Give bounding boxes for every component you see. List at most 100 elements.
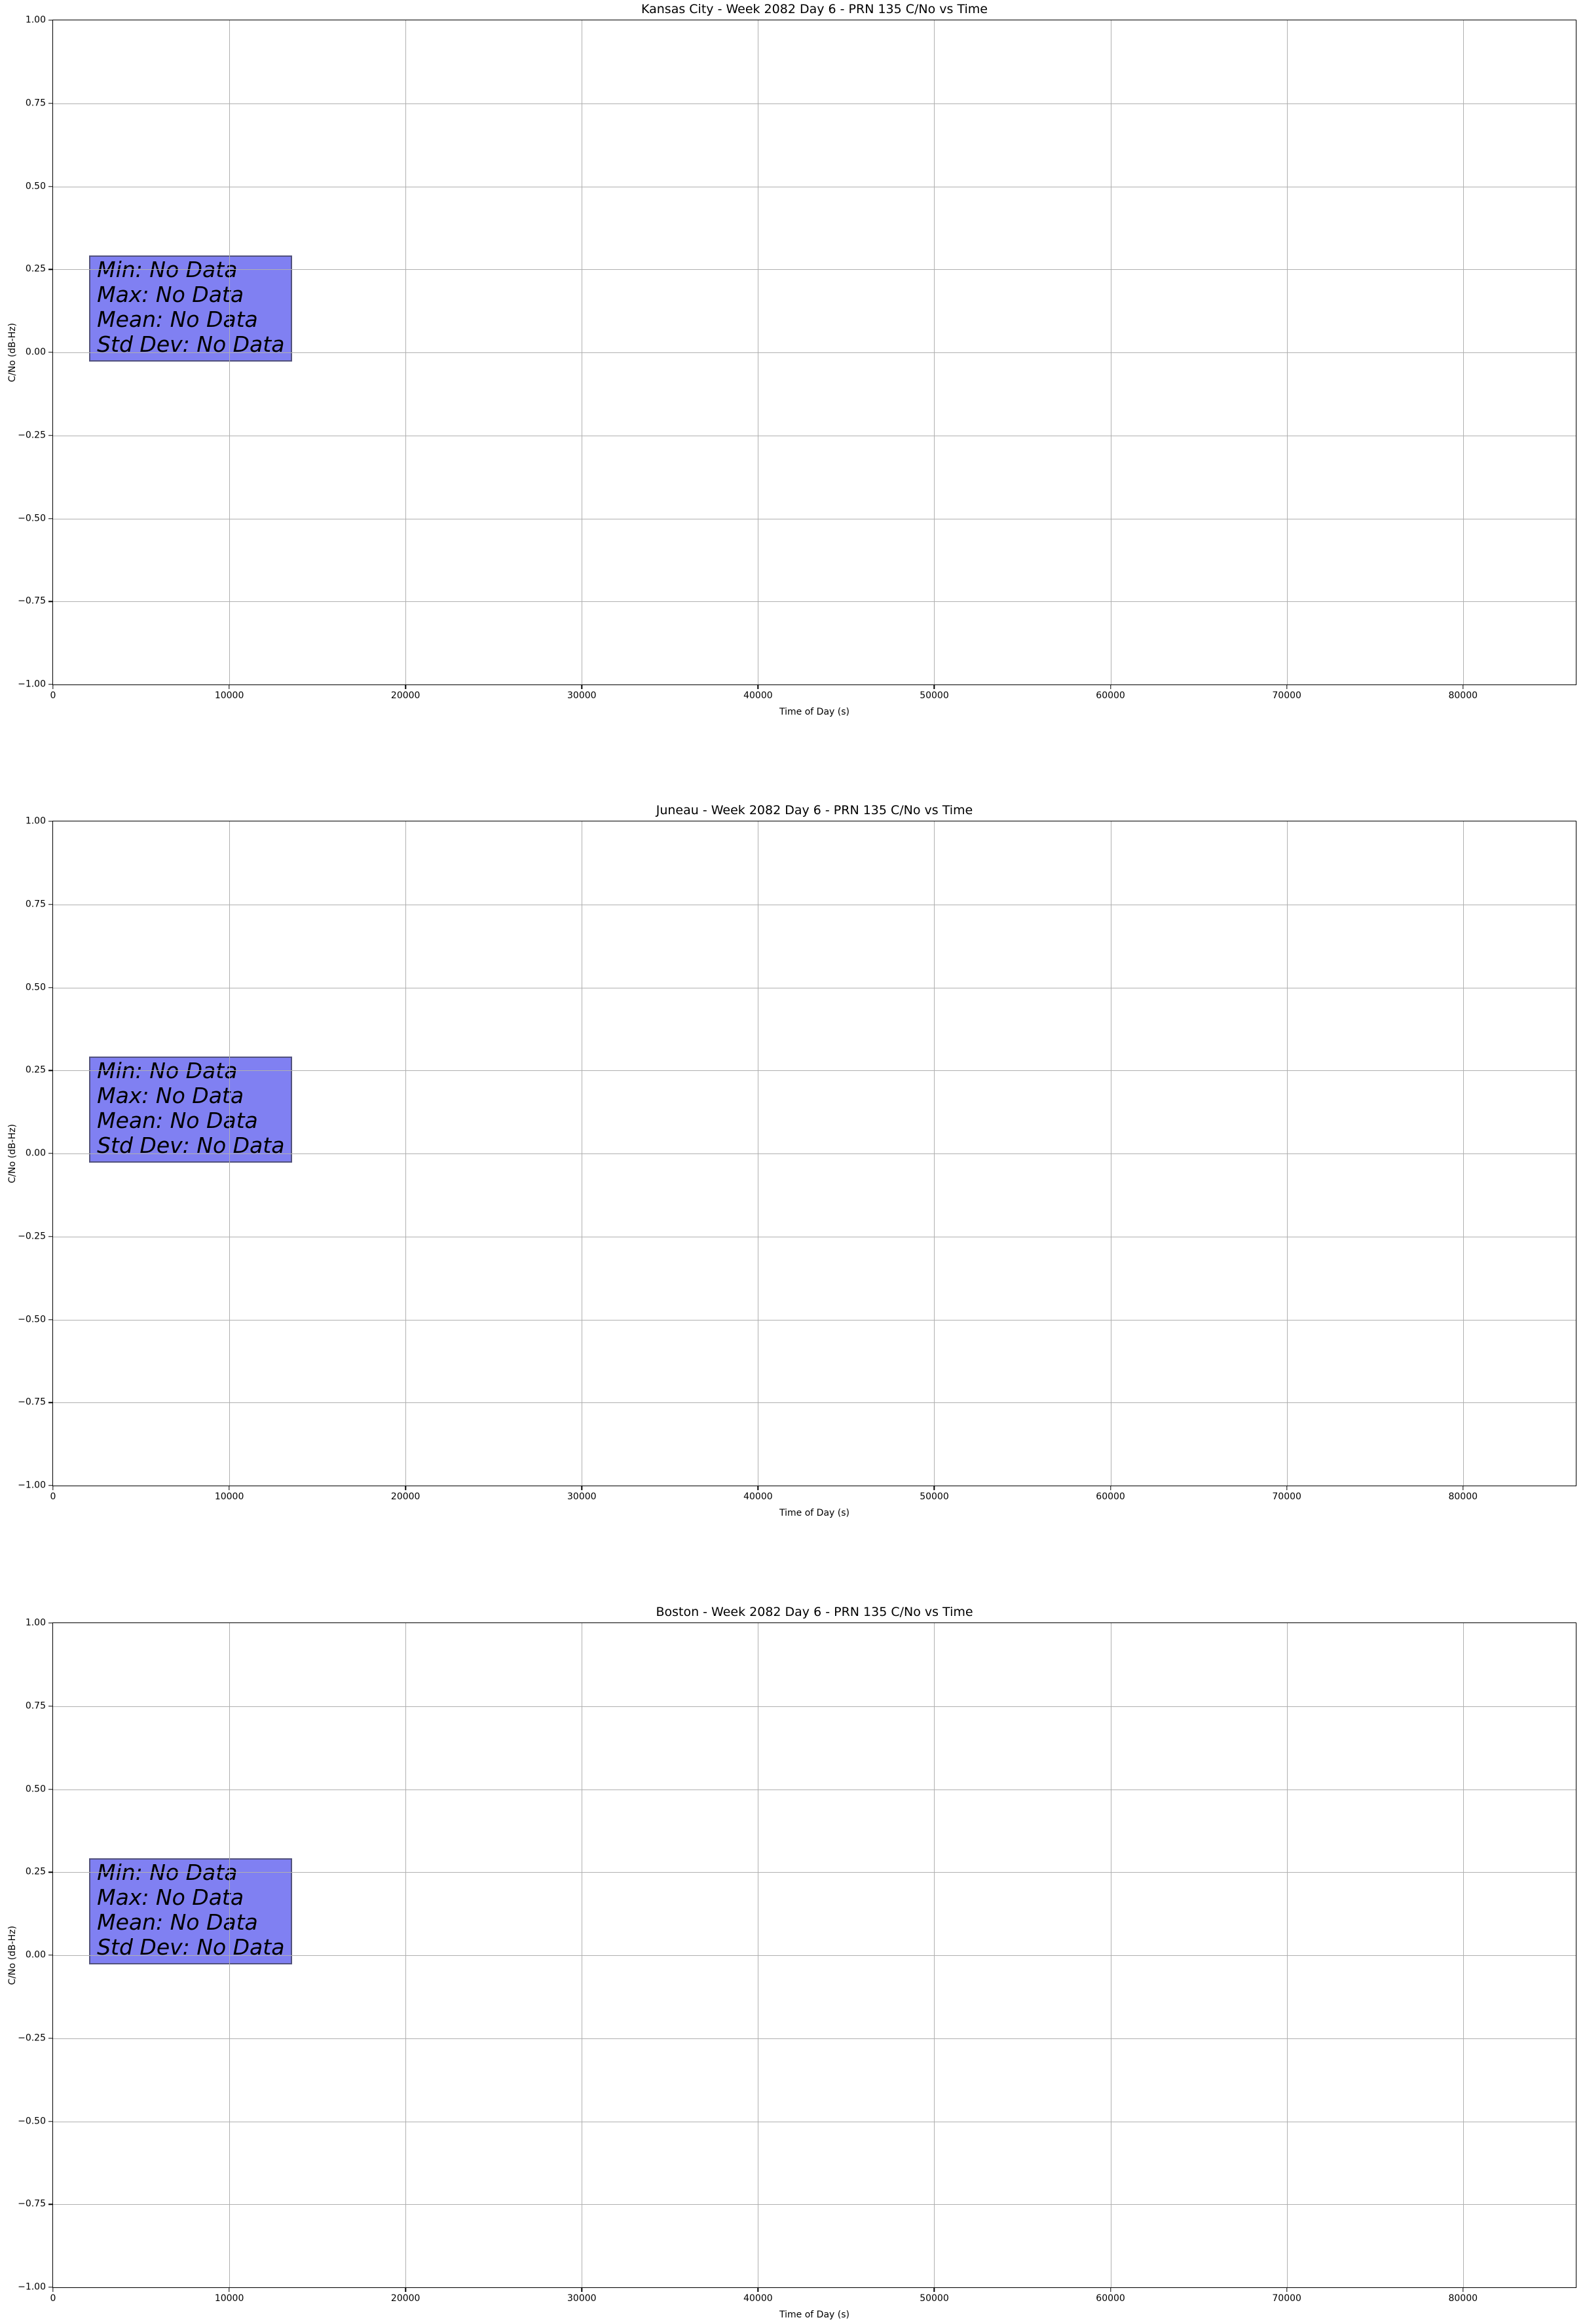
x-tick-label: 60000 — [1096, 690, 1125, 701]
y-tick-label: 0.50 — [25, 1784, 46, 1794]
stats-annotation-box: Min: No Data Max: No Data Mean: No Data Std… — [89, 1858, 293, 1964]
y-tick-label: −0.75 — [18, 2198, 46, 2209]
y-tick-mark — [48, 185, 53, 187]
y-tick-label: −1.00 — [18, 2281, 46, 2293]
y-tick-label: −0.75 — [18, 1396, 46, 1408]
x-tick-label: 70000 — [1272, 1491, 1301, 1502]
y-tick-mark — [48, 1788, 53, 1790]
y-tick-mark — [48, 1622, 53, 1624]
x-tick-label: 60000 — [1096, 2293, 1125, 2304]
stat-line: Mean: No Data — [97, 1107, 258, 1133]
x-tick-mark — [1110, 1486, 1111, 1490]
x-tick-label: 20000 — [390, 2293, 420, 2304]
stat-line: Max: No Data — [97, 281, 244, 307]
grid-line-horizontal — [53, 2204, 1576, 2205]
x-tick-label: 10000 — [214, 2293, 244, 2304]
grid-line-horizontal — [53, 1153, 1576, 1154]
y-tick-mark — [48, 986, 53, 988]
y-tick-label: −0.50 — [18, 513, 46, 523]
x-tick-mark — [1286, 684, 1288, 689]
y-tick-label: 0.25 — [25, 263, 46, 274]
stat-line: Max: No Data — [97, 1082, 244, 1108]
grid-line-horizontal — [53, 1402, 1576, 1404]
x-tick-mark — [933, 2287, 935, 2292]
y-tick-mark — [48, 1319, 53, 1321]
y-tick-label: 0.00 — [25, 347, 46, 358]
x-tick-label: 70000 — [1272, 2293, 1301, 2304]
x-tick-label: 0 — [50, 2293, 56, 2304]
y-axis-label-wrap: C/No (dB-Hz) — [6, 20, 19, 684]
chart-juneau: Juneau - Week 2082 Day 6 - PRN 135 C/No … — [0, 801, 1585, 1522]
y-tick-mark — [48, 2203, 53, 2205]
y-tick-label: −1.00 — [18, 679, 46, 690]
x-tick-label: 40000 — [743, 1491, 773, 1502]
x-tick-mark — [1286, 1486, 1288, 1490]
y-tick-label: 0.75 — [25, 98, 46, 109]
grid-line-horizontal — [53, 1070, 1576, 1072]
plot-area: C/No (dB-Hz) Time of Day (s) Min: No Dat… — [7, 1618, 1576, 2320]
stat-line: Std Dev: No Data — [97, 1934, 285, 1960]
y-tick-mark — [48, 1236, 53, 1237]
x-tick-label: 60000 — [1096, 1491, 1125, 1502]
x-tick-label: 0 — [50, 690, 56, 701]
stat-line: Mean: No Data — [97, 1909, 258, 1935]
stat-line: Std Dev: No Data — [97, 1132, 285, 1158]
y-axis-label: C/No (dB-Hz) — [7, 1925, 18, 1985]
x-tick-mark — [52, 1486, 54, 1490]
y-tick-mark — [48, 601, 53, 602]
x-axis-label: Time of Day (s) — [779, 707, 849, 717]
stat-line: Max: No Data — [97, 1884, 244, 1910]
chart-title: Kansas City - Week 2082 Day 6 - PRN 135 … — [641, 2, 988, 16]
y-axis-label-wrap: C/No (dB-Hz) — [6, 1623, 19, 2287]
y-tick-label: −0.25 — [18, 2033, 46, 2044]
y-tick-label: 0.00 — [25, 1949, 46, 1960]
y-tick-mark — [48, 517, 53, 519]
x-tick-mark — [52, 2287, 54, 2292]
x-tick-label: 80000 — [1448, 690, 1478, 701]
chart-title: Juneau - Week 2082 Day 6 - PRN 135 C/No … — [656, 803, 973, 817]
y-tick-label: −1.00 — [18, 1480, 46, 1491]
y-tick-label: −0.75 — [18, 595, 46, 607]
x-tick-label: 80000 — [1448, 2293, 1478, 2304]
plot-area: C/No (dB-Hz) Time of Day (s) Min: No Dat… — [7, 15, 1576, 717]
y-tick-label: −0.50 — [18, 2116, 46, 2126]
y-tick-label: 0.75 — [25, 899, 46, 910]
y-tick-label: 1.00 — [25, 14, 46, 26]
x-axis-label: Time of Day (s) — [779, 1508, 849, 1518]
grid-line-horizontal — [53, 601, 1576, 603]
x-tick-label: 50000 — [920, 690, 949, 701]
x-tick-label: 40000 — [743, 2293, 773, 2304]
x-tick-label: 40000 — [743, 690, 773, 701]
stats-annotation-box: Min: No Data Max: No Data Mean: No Data Std… — [89, 1056, 293, 1163]
y-axis-label: C/No (dB-Hz) — [7, 322, 18, 383]
y-tick-mark — [48, 2120, 53, 2122]
y-tick-mark — [48, 1070, 53, 1071]
x-tick-mark — [1110, 684, 1111, 689]
x-tick-mark — [933, 1486, 935, 1490]
y-tick-label: 0.25 — [25, 1064, 46, 1076]
x-tick-mark — [52, 684, 54, 689]
x-tick-label: 70000 — [1272, 690, 1301, 701]
x-tick-label: 20000 — [390, 1491, 420, 1502]
y-tick-mark — [48, 1485, 53, 1486]
grid-line-horizontal — [53, 1955, 1576, 1956]
x-tick-label: 30000 — [567, 1491, 597, 1502]
x-axis-label: Time of Day (s) — [779, 2310, 849, 2320]
stats-annotation-box: Min: No Data Max: No Data Mean: No Data Std… — [89, 255, 293, 362]
grid-line-horizontal — [53, 1706, 1576, 1707]
grid-line-horizontal — [53, 103, 1576, 104]
x-tick-mark — [933, 684, 935, 689]
y-tick-label: 0.75 — [25, 1700, 46, 1712]
y-tick-mark — [48, 1871, 53, 1873]
grid-line-horizontal — [53, 1319, 1576, 1321]
y-tick-label: 0.50 — [25, 181, 46, 191]
x-tick-mark — [1110, 2287, 1111, 2292]
y-tick-mark — [48, 435, 53, 436]
x-tick-label: 0 — [50, 1491, 56, 1502]
chart-title: Boston - Week 2082 Day 6 - PRN 135 C/No … — [656, 1605, 973, 1619]
x-tick-label: 50000 — [920, 1491, 949, 1502]
y-tick-mark — [48, 904, 53, 905]
stat-line: Std Dev: No Data — [97, 331, 285, 357]
y-tick-mark — [48, 269, 53, 270]
